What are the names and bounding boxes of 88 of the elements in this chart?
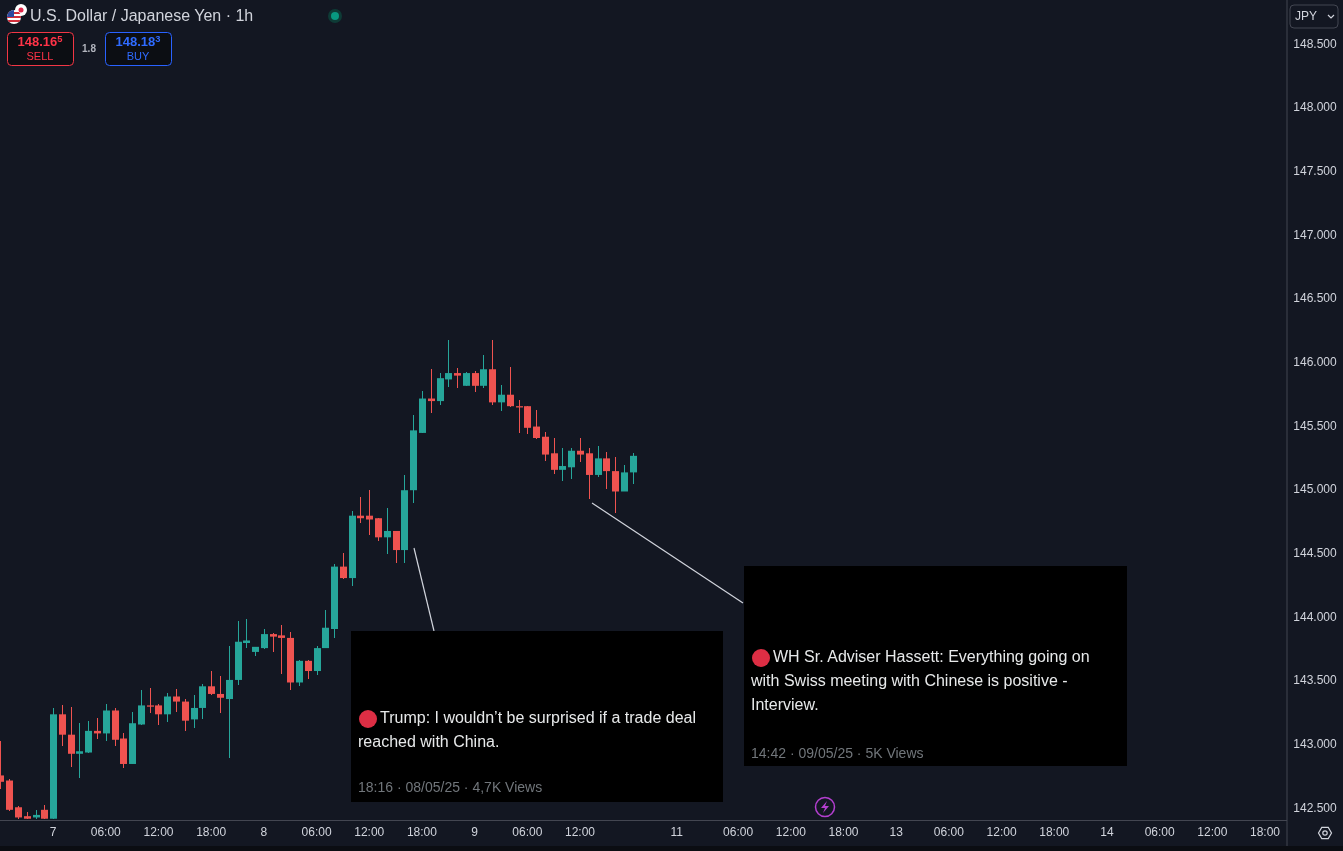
x-tick-label: 18:00 (1250, 825, 1281, 840)
candlestick (103, 703, 110, 742)
candlestick (568, 447, 575, 480)
candlestick (498, 384, 505, 412)
text: U.S. Dollar / Japanese Yen · 1h (30, 7, 254, 25)
candlestick (68, 706, 75, 768)
candlestick (393, 530, 400, 564)
x-tick-label: 9 (471, 825, 479, 840)
x-tick-label: 12:00 (143, 825, 174, 840)
candlestick (226, 645, 233, 759)
candlestick (533, 409, 540, 440)
x-tick-label: 12:00 (565, 825, 596, 840)
y-tick-label: 143.500 (1293, 673, 1338, 688)
annotation: WH Sr. Adviser Hassett: Everything going on with Swiss meeting with Chinese is positive - Interview. (750, 648, 1090, 714)
x-tick-label: 13 (889, 825, 904, 840)
x-tick-label: 12:00 (354, 825, 385, 840)
candlestick (208, 670, 215, 696)
candlestick (595, 445, 602, 478)
candlestick (164, 692, 171, 723)
candlestick (366, 489, 373, 536)
candlestick (296, 659, 303, 687)
x-tick-label: 12:00 (986, 825, 1017, 840)
annotation: 1.8 (82, 42, 97, 54)
x-tick-label: 12:00 (1197, 825, 1228, 840)
annotation: 148.18$^{3}$ (115, 34, 161, 50)
annotation: 148.16$^{5}$ (17, 34, 63, 50)
y-tick-label: 147.500 (1293, 164, 1338, 179)
x-tick-label: 12:00 (775, 825, 807, 840)
candlestick (559, 447, 566, 482)
candlestick (199, 683, 206, 720)
candlestick (76, 722, 83, 779)
y-tick-label: 147.000 (1293, 227, 1338, 242)
x-tick-label: 06:00 (512, 825, 543, 840)
candlestick (551, 437, 558, 475)
candlestick (454, 367, 461, 389)
x-tick-label: 18:00 (828, 825, 859, 840)
annotation: SELL (26, 49, 54, 62)
candlestick (261, 628, 268, 650)
candlestick (630, 452, 637, 485)
candlestick (322, 609, 329, 649)
x-tick-label: 06:00 (301, 825, 332, 840)
y-axis-title: JPY (1295, 9, 1318, 24)
y-tick-label: 148.500 (1293, 36, 1338, 51)
x-tick-label: 18:00 (1039, 825, 1070, 840)
x-tick-label: 06:00 (1144, 825, 1175, 840)
candlestick (612, 456, 619, 514)
candlestick (603, 451, 610, 490)
x-tick-label: 8 (260, 825, 268, 840)
candlestick (480, 354, 487, 389)
candlestick (59, 704, 66, 747)
candlestick (217, 675, 224, 714)
candlestick (138, 689, 145, 725)
candlestick (85, 720, 92, 754)
candlestick (586, 447, 593, 500)
x-tick-label: 18:00 (196, 825, 227, 840)
annotation: 14:42 · 09/05/25 · 5K Views (751, 744, 924, 761)
candlestick (375, 517, 382, 542)
x-tick-label: 14 (1100, 825, 1114, 840)
candlestick (305, 659, 312, 680)
candlestick (472, 370, 479, 393)
y-tick-label: 143.000 (1293, 737, 1338, 752)
candlestick (340, 552, 347, 580)
x-tick-label: 18:00 (406, 825, 438, 840)
y-tick-label: 144.000 (1293, 609, 1338, 624)
annotation: BUY (126, 49, 150, 62)
candlestick (542, 431, 549, 462)
x-tick-label: 06:00 (90, 825, 122, 840)
y-tick-label: 148.000 (1293, 100, 1338, 115)
y-tick-label: 146.000 (1293, 355, 1338, 370)
candlestick (182, 698, 189, 732)
annotation: Trump: I wouldn’t be surprised if a trade deal reached with China. (358, 709, 697, 751)
y-tick-label: 146.500 (1293, 291, 1338, 306)
candlestick (173, 688, 180, 713)
y-tick-label: 145.000 (1293, 482, 1338, 497)
candlestick (314, 645, 321, 676)
candlestick (191, 694, 198, 729)
y-tick-label: 144.500 (1293, 546, 1338, 561)
candlestick (621, 464, 628, 492)
x-tick-label: 7 (49, 825, 57, 840)
y-tick-label: 142.500 (1293, 800, 1338, 815)
candlestick (507, 366, 514, 408)
annotation: 18:16 · 08/05/25 · 4,7K Views (358, 778, 543, 795)
x-tick-label: 06:00 (933, 825, 965, 840)
candlestick (577, 437, 584, 463)
x-tick-label: 06:00 (723, 825, 754, 840)
x-tick-label: 11 (670, 825, 684, 840)
candlestick (384, 507, 391, 555)
y-tick-label: 145.500 (1293, 418, 1338, 433)
